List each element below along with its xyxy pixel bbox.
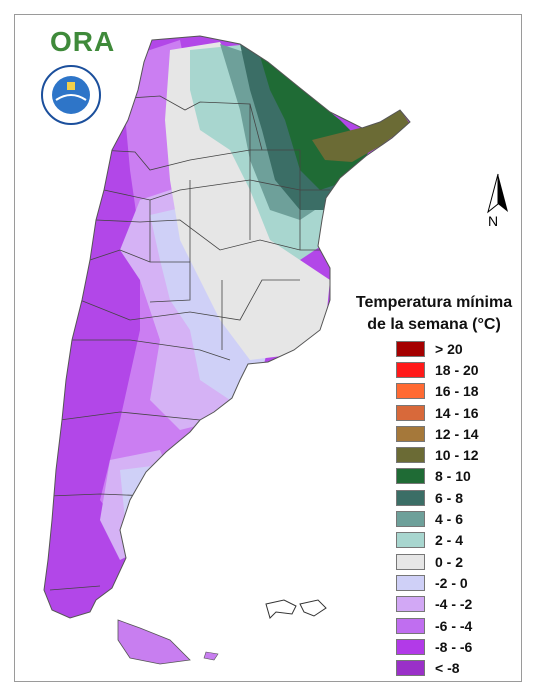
legend-label: < -8 [435,660,460,677]
legend-label: 18 - 20 [435,361,479,378]
legend-swatch [396,404,425,421]
legend-label: 10 - 12 [435,447,479,464]
legend-title-line1: Temperatura mínima [355,294,513,311]
legend-swatch [396,383,425,400]
legend-title: Temperatura mínima de la semana (°C) [344,292,524,336]
legend-item: 0 - 2 [396,551,526,572]
legend-label: > 20 [435,340,463,357]
legend-item: 6 - 8 [396,487,526,508]
legend-label: 2 - 4 [435,532,464,549]
institution-seal-icon [41,65,101,125]
legend-swatch [396,660,425,677]
legend-item: -6 - -4 [396,615,526,636]
legend: > 20 18 - 20 16 - 18 14 - 16 12 - 14 10 - 12 8… [396,338,526,679]
ora-logo: ORA [50,26,116,57]
legend-item: 2 - 4 [396,530,526,551]
legend-label: 4 - 6 [435,511,464,528]
map-frame [14,14,522,682]
legend-label: 14 - 16 [435,404,479,421]
legend-item: < -8 [396,657,526,678]
legend-item: 4 - 6 [396,508,526,529]
legend-label: -4 - -2 [435,596,473,613]
legend-item: 14 - 16 [396,402,526,423]
legend-swatch [396,468,425,485]
legend-label: -8 - -6 [435,638,473,655]
legend-item: 10 - 12 [396,444,526,465]
legend-swatch [396,489,425,506]
legend-swatch [396,553,425,570]
legend-label: 0 - 2 [435,553,464,570]
legend-title-line2: de la semana (°C) [367,316,501,333]
legend-label: 8 - 10 [435,468,471,485]
legend-label: 12 - 14 [435,425,479,442]
legend-swatch [396,617,425,634]
legend-label: 16 - 18 [435,383,479,400]
legend-swatch [396,574,425,591]
north-label: N [488,213,499,229]
legend-item: 16 - 18 [396,381,526,402]
legend-label: -2 - 0 [435,574,468,591]
legend-item: -8 - -6 [396,636,526,657]
north-arrow-icon [487,173,508,214]
legend-item: -4 - -2 [396,594,526,615]
legend-swatch [396,638,425,655]
legend-item: -2 - 0 [396,572,526,593]
legend-swatch [396,532,425,549]
legend-swatch [396,447,425,464]
legend-item: 12 - 14 [396,423,526,444]
legend-label: -6 - -4 [435,617,473,634]
legend-item: 8 - 10 [396,466,526,487]
legend-swatch [396,511,425,528]
legend-item: > 20 [396,338,526,359]
legend-swatch [396,361,425,378]
legend-item: 18 - 20 [396,359,526,380]
legend-swatch [396,425,425,442]
legend-swatch [396,596,425,613]
legend-swatch [396,340,425,357]
legend-label: 6 - 8 [435,489,464,506]
